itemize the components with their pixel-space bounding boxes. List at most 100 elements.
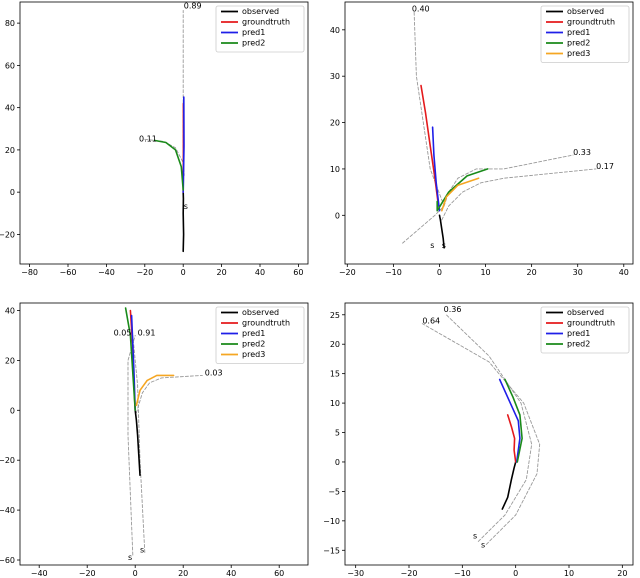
y-tick-label: 20 <box>330 119 340 128</box>
legend-entry-observed: observed <box>567 308 604 317</box>
x-tick-label: 20 <box>527 268 537 277</box>
y-tick-label: 20 <box>5 146 15 155</box>
legend-box <box>215 306 305 364</box>
annotation-label: 0.33 <box>573 148 591 157</box>
x-tick-label: 30 <box>573 268 583 277</box>
x-tick-label: 10 <box>480 268 490 277</box>
series-group <box>402 10 597 249</box>
x-tick-label: −20 <box>79 569 96 578</box>
legend-entry-groundtruth: groundtruth <box>567 319 615 328</box>
annotation-label: s <box>473 532 477 541</box>
series-groundtruth <box>420 84 440 207</box>
y-tick-label: 40 <box>5 306 15 315</box>
x-tick-label: −40 <box>31 569 48 578</box>
series-group <box>124 307 203 556</box>
annotation-label: 0.36 <box>444 305 462 314</box>
chart-panel-4: −30 −20 −10 0 10 20 −15 −10 −5 0 5 10 15 20 25 0.36 0.64… <box>323 302 634 578</box>
series-observed <box>501 461 517 510</box>
dashed-trajectory-line <box>445 314 533 542</box>
x-tick-label: 10 <box>564 569 574 578</box>
series-pred1 <box>498 378 521 463</box>
x-tick-label: −20 <box>401 569 418 578</box>
chart-panel-3: −40 −20 0 20 40 60 −60 −40 −20 0 20 40 0.05 0.91 0.03 s… <box>0 302 309 578</box>
y-tick-label: −5 <box>328 487 340 496</box>
y-tick-label: −20 <box>0 456 15 465</box>
annotation-label: s <box>128 553 132 562</box>
y-tick-label: 30 <box>330 72 340 81</box>
legend-box <box>540 5 630 63</box>
y-tick-label: 15 <box>330 370 340 379</box>
annotation-label: 0.91 <box>138 328 156 337</box>
chart-panel-1: −80 −60 −40 −20 0 20 40 60 −20 0 20 40 60 80 0.89 0.11 s… <box>0 1 309 277</box>
x-tick-label: 40 <box>619 268 629 277</box>
y-tick-label: −60 <box>0 556 15 565</box>
x-tick-label: 60 <box>293 268 303 277</box>
x-tick-label: 20 <box>178 569 188 578</box>
y-tick-label: 0 <box>10 188 15 197</box>
series-pred2 <box>124 307 136 412</box>
legend-entry-pred1: pred1 <box>567 329 590 338</box>
y-tick-label: 0 <box>10 406 15 415</box>
annotation-label: 0.64 <box>422 317 440 326</box>
x-tick-label: −40 <box>98 268 115 277</box>
plot-frame <box>19 1 309 265</box>
y-tick-label: 80 <box>5 19 15 28</box>
x-tick-label: 0 <box>133 569 138 578</box>
annotation-label: 0.40 <box>412 4 430 13</box>
annotation-label: 0.11 <box>139 134 157 143</box>
y-tick-label: 0 <box>335 211 340 220</box>
series-observed <box>134 409 141 477</box>
series-observed <box>438 214 445 249</box>
x-tick-label: −60 <box>60 268 77 277</box>
x-tick-label: 60 <box>274 569 284 578</box>
dashed-trajectory-line <box>441 168 597 221</box>
x-tick-label: −20 <box>339 268 356 277</box>
annotation-label: s <box>430 241 434 250</box>
annotation-label: 0.89 <box>184 1 202 10</box>
annotation-label: 0.03 <box>205 368 223 377</box>
legend-entry-groundtruth: groundtruth <box>567 18 615 27</box>
legend-entry-groundtruth: groundtruth <box>242 18 290 27</box>
legend-box <box>215 5 305 53</box>
x-tick-label: 0 <box>437 268 442 277</box>
legend-entry-observed: observed <box>242 308 279 317</box>
y-tick-label: 40 <box>330 26 340 35</box>
y-tick-label: 60 <box>5 61 15 70</box>
annotation-label: s <box>442 241 446 250</box>
dashed-trajectory-line <box>421 323 541 545</box>
dashed-trajectory-line <box>443 154 574 207</box>
x-tick-label: −10 <box>385 268 402 277</box>
y-tick-label: −40 <box>0 506 15 515</box>
y-tick-label: 5 <box>335 429 340 438</box>
x-tick-label: 20 <box>617 569 627 578</box>
series-pred2 <box>504 378 523 463</box>
plot-frame <box>344 302 634 566</box>
x-tick-label: 20 <box>217 268 227 277</box>
x-tick-label: −30 <box>347 569 364 578</box>
x-tick-label: 0 <box>513 569 518 578</box>
legend-entry-observed: observed <box>242 7 279 16</box>
legend-entry-pred3: pred3 <box>567 49 590 58</box>
x-tick-label: −80 <box>21 268 38 277</box>
legend-entry-pred2: pred2 <box>567 39 590 48</box>
y-tick-label: 20 <box>5 356 15 365</box>
legend-entry-pred2: pred2 <box>242 39 265 48</box>
legend-entry-pred1: pred1 <box>242 329 265 338</box>
y-tick-label: 0 <box>335 458 340 467</box>
legend-entry-observed: observed <box>567 7 604 16</box>
legend-box <box>540 306 630 354</box>
annotation-label: s <box>184 202 188 211</box>
x-tick-label: 40 <box>226 569 236 578</box>
plot-frame <box>19 302 309 566</box>
series-pred3 <box>440 177 480 212</box>
y-tick-label: −10 <box>323 517 340 526</box>
plot-frame <box>344 1 634 265</box>
x-tick-label: 0 <box>181 268 186 277</box>
y-tick-label: 25 <box>330 311 340 320</box>
series-group <box>144 10 185 253</box>
annotation-label: s <box>140 546 144 555</box>
legend-entry-pred2: pred2 <box>567 340 590 349</box>
